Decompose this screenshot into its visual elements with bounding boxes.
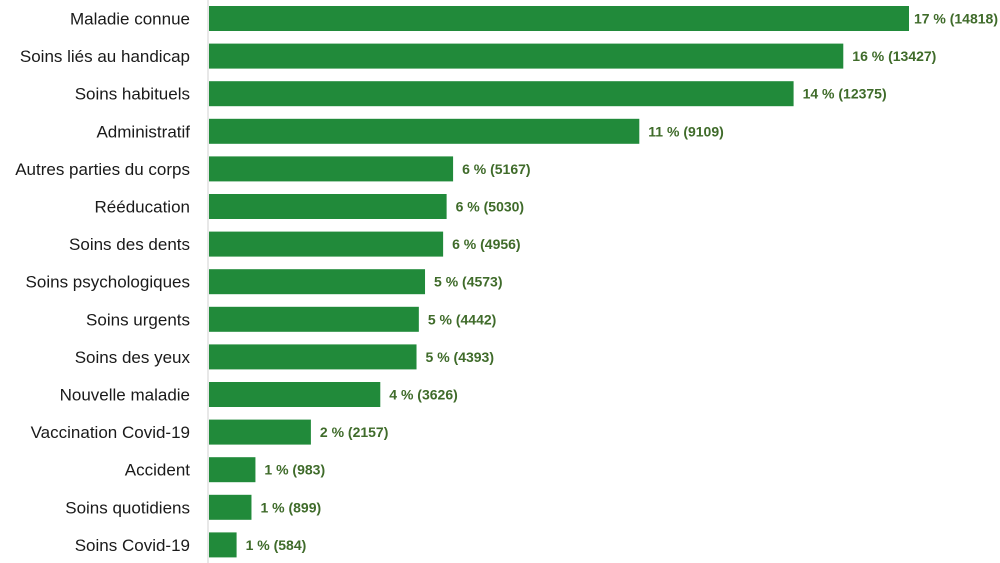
data-label-10: 4 % (3626) <box>389 387 457 403</box>
data-label-6: 6 % (4956) <box>452 236 520 252</box>
value-labels: 17 % (14818) 16 % (13427) 14 % (12375) 11 %… <box>246 11 998 553</box>
bar-5 <box>209 194 447 219</box>
category-label-8: Soins urgents <box>86 310 190 329</box>
bar-14 <box>209 532 237 558</box>
data-label-4: 6 % (5167) <box>462 161 530 177</box>
bar-3 <box>209 118 640 144</box>
bar-7 <box>209 269 426 295</box>
data-label-9: 5 % (4393) <box>426 349 494 365</box>
bar-13 <box>209 494 252 520</box>
category-label-13: Soins quotidiens <box>65 498 190 517</box>
category-label-2: Soins habituels <box>75 85 190 104</box>
bar-6 <box>209 231 444 257</box>
category-label-4: Autres parties du corps <box>15 160 190 179</box>
category-label-9: Soins des yeux <box>75 348 191 367</box>
data-label-5: 6 % (5030) <box>456 199 524 215</box>
data-label-7: 5 % (4573) <box>434 274 502 290</box>
data-label-8: 5 % (4442) <box>428 311 496 327</box>
category-label-7: Soins psychologiques <box>26 273 190 292</box>
bar-11 <box>209 419 311 445</box>
bar-0 <box>209 6 909 31</box>
category-label-3: Administratif <box>96 122 190 141</box>
category-label-10: Nouvelle maladie <box>60 386 190 405</box>
bar-8 <box>209 306 419 332</box>
data-label-14: 1 % (584) <box>246 537 307 553</box>
category-label-6: Soins des dents <box>69 235 190 254</box>
category-label-0: Maladie connue <box>70 10 190 29</box>
data-label-2: 14 % (12375) <box>803 86 887 102</box>
data-label-12: 1 % (983) <box>264 462 325 478</box>
bar-10 <box>209 382 381 407</box>
data-label-11: 2 % (2157) <box>320 424 388 440</box>
bar-9 <box>209 344 417 370</box>
bar-1 <box>209 43 844 69</box>
category-label-12: Accident <box>125 461 190 480</box>
data-label-0: 17 % (14818) <box>914 11 998 27</box>
category-label-1: Soins liés au handicap <box>20 47 190 66</box>
bar-2 <box>209 81 794 107</box>
data-label-3: 11 % (9109) <box>648 123 724 139</box>
category-labels: Maladie connue Soins liés au handicap Soin… <box>15 10 190 555</box>
data-label-1: 16 % (13427) <box>852 48 936 64</box>
bar-12 <box>209 457 256 483</box>
bar-4 <box>209 156 454 182</box>
category-label-5: Rééducation <box>95 198 190 217</box>
category-label-14: Soins Covid-19 <box>75 536 190 555</box>
data-label-13: 1 % (899) <box>260 499 321 515</box>
category-label-11: Vaccination Covid-19 <box>31 423 190 442</box>
bars-group <box>209 6 909 558</box>
